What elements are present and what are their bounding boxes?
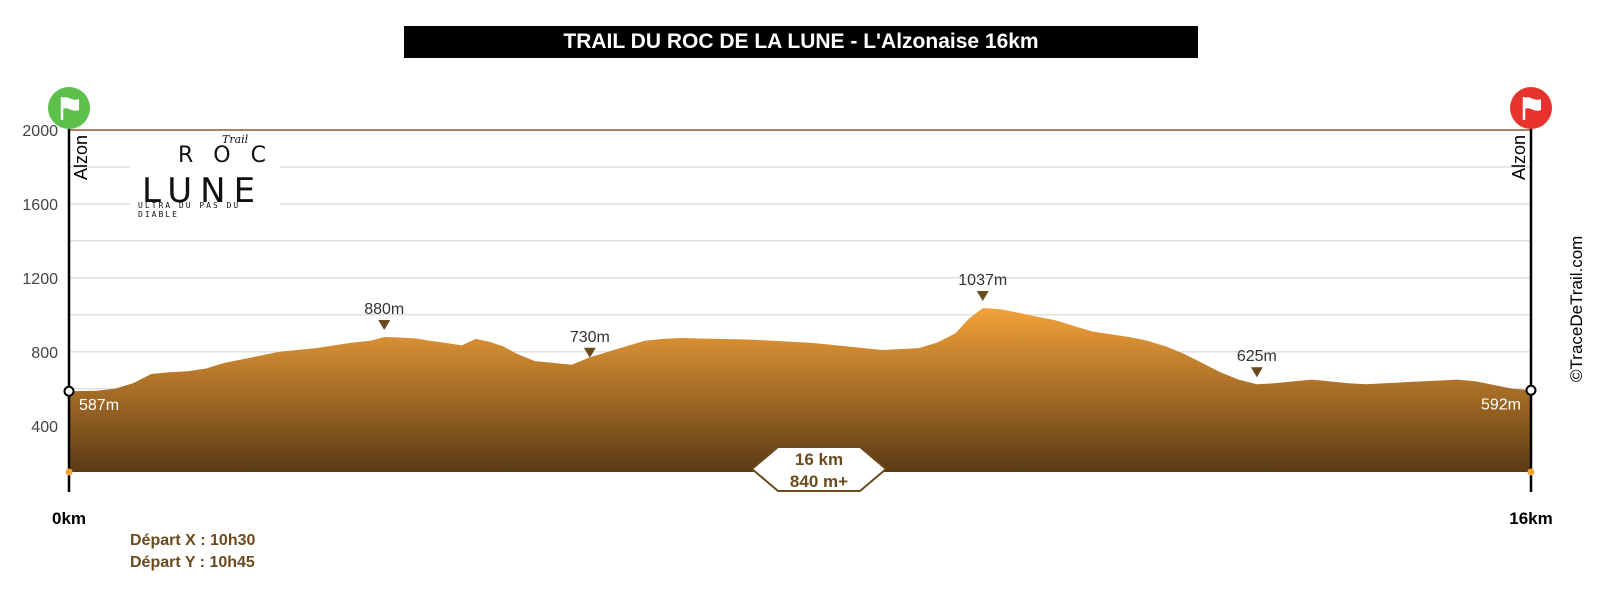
race-logo: Trail ROC LUNE ULTRA DU PAS DU DIABLE: [130, 133, 280, 219]
start-place-label: Alzon: [71, 135, 91, 180]
logo-lune-text: LUNE: [142, 171, 264, 211]
y-tick-label: 400: [31, 419, 58, 436]
summit-elevation-label: 625m: [1237, 348, 1277, 365]
elevation-annotations: 587m 880m 730m 1037m 625m 592m: [63, 272, 1537, 476]
y-tick-label: 2000: [22, 123, 58, 140]
finish-flag-icon: [1510, 87, 1552, 129]
summit-marker: [583, 347, 596, 358]
x-axis-ticks: 0km 16km: [52, 509, 1553, 528]
summit-marker: [1250, 367, 1263, 378]
endpoint-marker: [1525, 384, 1537, 396]
summit-marker: [976, 291, 989, 302]
end-place-label: Alzon: [1509, 135, 1529, 180]
summit-marker: [378, 320, 391, 331]
logo-roc-text: ROC: [178, 143, 286, 168]
departure-time-2: Départ Y : 10h45: [130, 554, 255, 571]
baseline-marker: [1527, 468, 1535, 476]
summit-elevation-label: 880m: [364, 301, 404, 318]
x-tick-label: 0km: [52, 509, 86, 528]
summary-distance: 16 km: [795, 450, 843, 469]
credit-label: ©TraceDeTrail.com: [1567, 236, 1586, 382]
summary-badge: 16 km 840 m+: [750, 446, 888, 492]
logo-trail-text: Trail: [222, 133, 249, 146]
y-tick-label: 1200: [22, 271, 58, 288]
departure-time-1: Départ X : 10h30: [130, 532, 256, 549]
start-flag-icon: [48, 87, 90, 129]
y-tick-label: 800: [31, 345, 58, 362]
y-axis-ticks: 400 800 1200 1600 2000: [22, 123, 58, 436]
endpoint-elevation-label: 587m: [79, 397, 119, 414]
x-tick-label: 16km: [1509, 509, 1552, 528]
summary-elevation-gain: 840 m+: [790, 472, 848, 491]
summit-elevation-label: 730m: [570, 329, 610, 346]
elevation-area: [69, 308, 1531, 472]
logo-tagline: ULTRA DU PAS DU DIABLE: [138, 201, 241, 219]
baseline-marker: [65, 468, 73, 476]
summit-elevation-label: 1037m: [958, 272, 1007, 289]
chart-title: TRAIL DU ROC DE LA LUNE - L'Alzonaise 16…: [404, 26, 1198, 58]
endpoint-elevation-label: 592m: [1481, 396, 1521, 413]
endpoint-marker: [63, 385, 75, 397]
y-tick-label: 1600: [22, 197, 58, 214]
